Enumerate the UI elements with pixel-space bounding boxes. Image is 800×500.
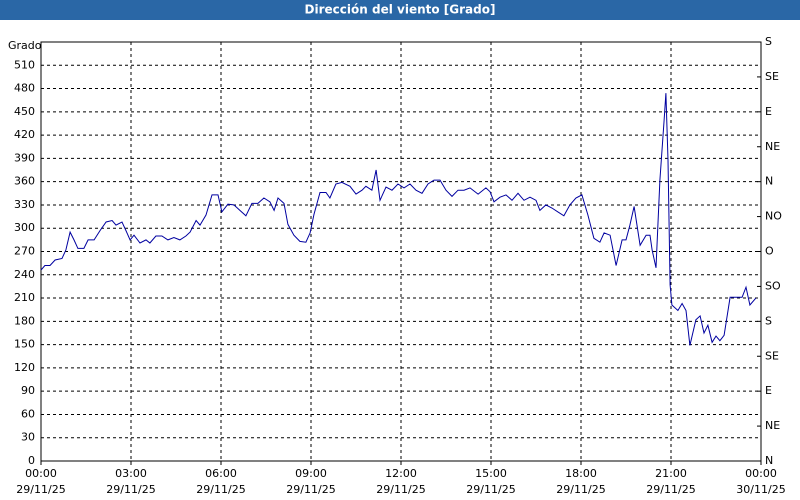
- y-tick-label: 360: [14, 175, 35, 188]
- y2-tick-label: E: [765, 105, 772, 118]
- x-tick-date: 29/11/25: [196, 483, 245, 496]
- y-tick-label: 180: [14, 314, 35, 327]
- x-tick-label: 00:00: [745, 467, 777, 480]
- x-tick-label: 15:00: [475, 467, 507, 480]
- y-tick-label: 270: [14, 245, 35, 258]
- x-tick-label: 09:00: [295, 467, 327, 480]
- y2-tick-label: E: [765, 384, 772, 397]
- x-tick-date: 29/11/25: [556, 483, 605, 496]
- x-tick-label: 03:00: [115, 467, 147, 480]
- y-tick-label: 330: [14, 198, 35, 211]
- y2-tick-label: SO: [765, 279, 781, 292]
- y2-tick-label: NO: [765, 210, 782, 223]
- y-tick-label: 240: [14, 268, 35, 281]
- y-tick-label: 0: [28, 454, 35, 467]
- chart-title: Dirección del viento [Grado]: [305, 3, 496, 17]
- y-tick-label: 30: [21, 431, 35, 444]
- y-tick-label: 150: [14, 338, 35, 351]
- y-tick-label: 420: [14, 128, 35, 141]
- x-tick-date: 29/11/25: [16, 483, 65, 496]
- title-bar: [0, 0, 800, 20]
- data-line: [40, 93, 757, 346]
- x-tick-date: 29/11/25: [286, 483, 335, 496]
- y-tick-label: 90: [21, 384, 35, 397]
- x-tick-date: 30/11/25: [736, 483, 785, 496]
- x-tick-label: 18:00: [565, 467, 597, 480]
- x-tick-label: 06:00: [205, 467, 237, 480]
- y2-tick-label: N: [765, 175, 773, 188]
- y2-tick-label: S: [765, 314, 772, 327]
- x-tick-date: 29/11/25: [646, 483, 695, 496]
- x-tick-date: 29/11/25: [466, 483, 515, 496]
- y2-tick-label: SE: [765, 70, 779, 83]
- y2-tick-label: NE: [765, 140, 780, 153]
- y2-tick-label: NE: [765, 419, 780, 432]
- y-tick-label: 510: [14, 58, 35, 71]
- y-tick-label: 480: [14, 82, 35, 95]
- y-tick-label: 120: [14, 361, 35, 374]
- y2-tick-label: SE: [765, 349, 779, 362]
- y-tick-label: 300: [14, 221, 35, 234]
- y-axis-label: Grado: [8, 39, 42, 52]
- y-tick-label: 390: [14, 151, 35, 164]
- y-tick-label: 60: [21, 407, 35, 420]
- x-tick-date: 29/11/25: [106, 483, 155, 496]
- y-tick-label: 450: [14, 105, 35, 118]
- plot-frame: [40, 41, 762, 462]
- x-tick-label: 12:00: [385, 467, 417, 480]
- y2-tick-label: N: [765, 454, 773, 467]
- y2-tick-label: O: [765, 245, 774, 258]
- y-tick-label: 210: [14, 291, 35, 304]
- x-tick-date: 29/11/25: [376, 483, 425, 496]
- y2-tick-label: S: [765, 35, 772, 48]
- x-tick-label: 21:00: [655, 467, 687, 480]
- x-tick-label: 00:00: [25, 467, 57, 480]
